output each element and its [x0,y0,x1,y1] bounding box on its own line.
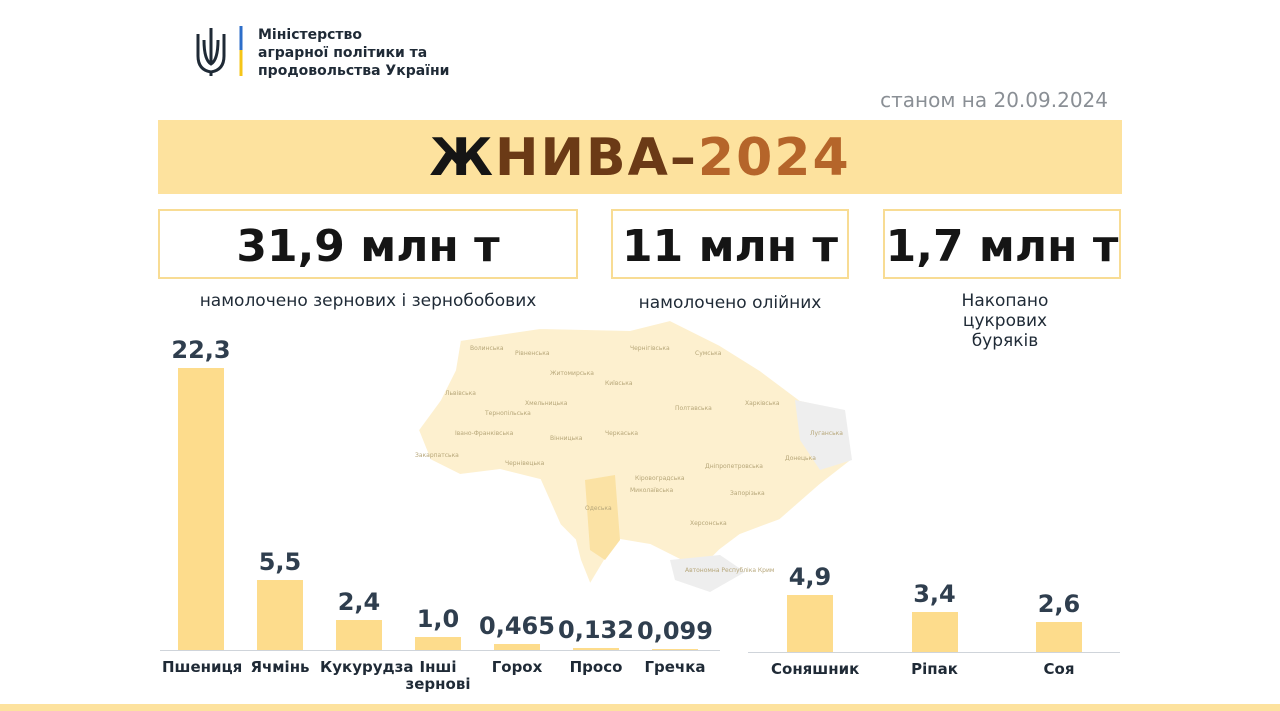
map-region-label: Запорізька [730,490,765,497]
stat-caption: намолочено зернових і зернобобових [199,291,537,311]
map-region-label: Дніпропетровська [705,463,763,470]
value-label: 1,0 [416,605,460,634]
map-region-label: Херсонська [690,520,727,527]
stat-value: 1,7 млн т [883,209,1121,279]
value-label: 0,132 [558,616,634,645]
map-crimea [670,555,745,592]
category-label: Кукурудза [320,658,414,676]
ministry-line: Міністерство [258,27,363,43]
map-region-label: Автономна Республіка Крим [685,567,774,574]
axis-line [748,652,1120,653]
map-region-label: Одеська [585,505,612,512]
category-label: Ячмінь [250,658,310,676]
map-region-label: Хмельницька [525,400,568,407]
title-part: 2024 [697,128,851,188]
ministry-name: Міністерство аграрної політики та продов… [258,26,449,80]
map-region-label: Донецька [785,455,816,462]
map-occupied [795,400,852,470]
bar [1036,621,1082,652]
stat-value: 11 млн т [611,209,849,279]
category-label: Соняшник [771,660,860,678]
category-label: Соя [1043,660,1075,678]
value-label: 5,5 [258,548,302,577]
map-region-label: Луганська [810,430,843,437]
bar [178,368,224,650]
ministry-line: продовольства України [258,63,450,79]
map-region-label: Чернівецька [505,460,545,467]
bar [494,644,540,650]
map-region-label: Чернігівська [630,345,670,352]
title-part: НИВА– [495,128,698,188]
category-label: Гречка [644,658,706,676]
map-region-label: Харківська [745,400,780,407]
value-label: 0,099 [637,616,713,645]
category-label: Просо [569,658,623,676]
map-region-label: Львівська [445,390,476,397]
stat-value: 31,9 млн т [158,209,578,279]
bar [336,619,382,650]
bar [911,612,958,652]
map-region-label: Черкаська [605,430,638,437]
map-region-label: Миколаївська [630,487,674,494]
title-band [158,120,1122,194]
stat-caption: Накопано цукрових буряків [961,291,1049,351]
map-region-label: Івано-Франківська [455,430,514,437]
bottom-stripe [0,704,1280,711]
map: Волинська Рівненська Житомирська Чернігівсь… [415,318,854,592]
bar [415,637,461,650]
bar [787,594,833,652]
map-region-label: Полтавська [675,405,712,412]
map-region-label: Закарпатська [415,452,459,459]
value-label: 2,6 [1037,589,1081,618]
value-label: 2,4 [337,587,381,616]
date: станом на 20.09.2024 [880,88,1108,112]
map-region-label: Тернопільська [484,410,531,417]
bar [573,648,619,650]
emblem [196,26,243,76]
map-region-label: Київська [605,380,633,387]
title-part: Ж [429,128,495,188]
ministry-line: аграрної політики та [258,45,428,61]
value-label: 4,9 [788,562,832,591]
axis-line [160,650,720,651]
bar [257,580,303,650]
value-label: 22,3 [171,336,231,365]
map-region-label: Рівненська [515,350,550,357]
category-label: Ріпак [911,660,958,678]
map-shape [416,318,854,588]
stat-caption: намолочено олійних [638,293,822,313]
category-label: Горох [491,658,543,676]
value-label: 3,4 [913,580,956,609]
map-odesa [585,475,620,560]
map-region-label: Волинська [470,345,504,352]
map-region-label: Кіровоградська [635,475,685,482]
title: ЖНИВА–2024 [158,120,1122,194]
map-region-label: Сумська [695,350,722,357]
category-label: Пшениця [162,658,243,676]
map-region-label: Житомирська [550,370,594,377]
map-region-label: Вінницька [550,435,583,442]
bar [652,648,698,650]
category-label: Інші зернові [405,658,471,693]
value-label: 0,465 [479,612,555,641]
